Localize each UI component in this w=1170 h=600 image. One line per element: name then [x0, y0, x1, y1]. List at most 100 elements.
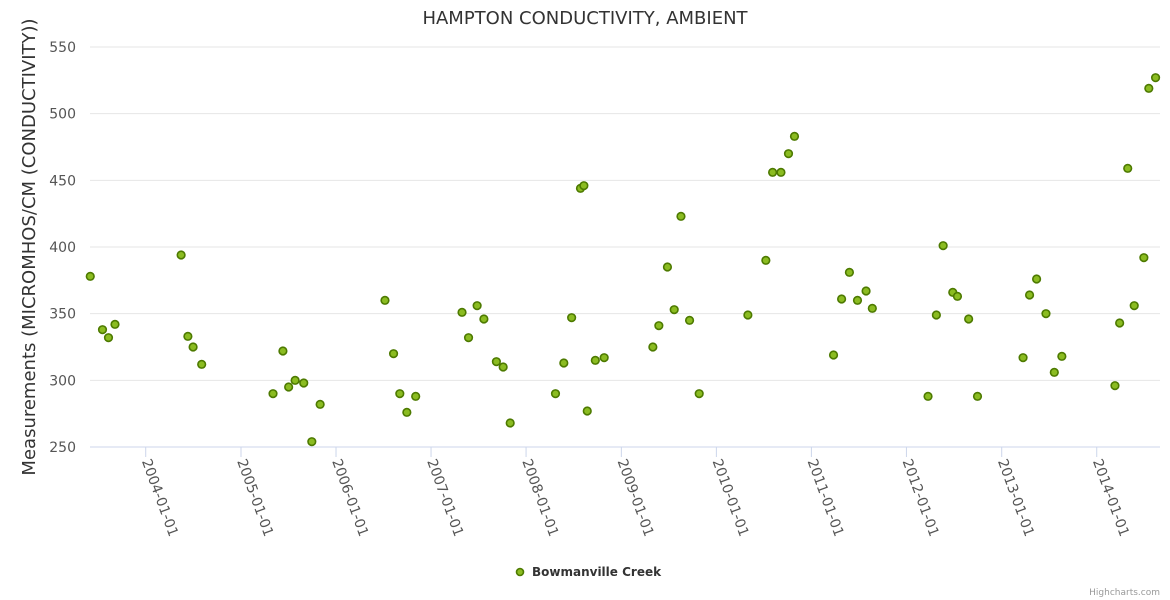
data-point[interactable]: [176, 250, 186, 260]
data-point[interactable]: [1031, 274, 1042, 284]
data-point[interactable]: [479, 314, 489, 324]
data-point[interactable]: [395, 389, 405, 399]
data-point[interactable]: [472, 301, 482, 311]
data-point[interactable]: [457, 307, 467, 317]
data-point[interactable]: [837, 294, 847, 304]
data-point[interactable]: [1144, 83, 1154, 93]
data-point[interactable]: [1024, 290, 1035, 300]
credits-link[interactable]: Highcharts.com: [1089, 588, 1160, 598]
data-point[interactable]: [1139, 253, 1149, 263]
y-tick-label: 500: [49, 107, 76, 123]
data-point[interactable]: [411, 391, 421, 401]
data-point[interactable]: [861, 286, 871, 296]
data-point[interactable]: [559, 358, 569, 368]
data-point[interactable]: [648, 342, 658, 352]
data-point[interactable]: [783, 149, 794, 159]
data-point[interactable]: [380, 295, 390, 305]
data-point[interactable]: [307, 437, 317, 447]
y-tick-label: 350: [49, 307, 76, 323]
y-tick-label: 400: [49, 240, 76, 256]
data-point[interactable]: [828, 350, 839, 360]
data-point[interactable]: [1123, 163, 1133, 173]
data-point[interactable]: [278, 346, 288, 356]
data-point[interactable]: [290, 375, 300, 385]
data-point[interactable]: [268, 389, 278, 399]
data-point[interactable]: [582, 406, 592, 416]
x-tick-label: 2012-01-01: [899, 457, 942, 539]
data-point[interactable]: [1129, 301, 1139, 311]
y-tick-label: 450: [49, 173, 76, 189]
data-point[interactable]: [599, 353, 609, 363]
chart-title: HAMPTON CONDUCTIVITY, AMBIENT: [422, 8, 748, 29]
data-point[interactable]: [923, 391, 933, 401]
data-point[interactable]: [776, 167, 786, 177]
data-point[interactable]: [684, 315, 695, 325]
data-point[interactable]: [550, 389, 561, 399]
data-point[interactable]: [567, 313, 577, 323]
data-point[interactable]: [97, 325, 108, 335]
legend-marker-icon[interactable]: [515, 567, 525, 577]
data-point[interactable]: [743, 310, 753, 320]
data-point[interactable]: [844, 267, 855, 277]
data-point[interactable]: [402, 407, 412, 417]
data-point[interactable]: [768, 167, 778, 177]
data-point[interactable]: [463, 333, 474, 343]
data-point[interactable]: [654, 321, 664, 331]
x-tick-label: 2008-01-01: [518, 457, 561, 539]
data-point[interactable]: [590, 355, 600, 365]
data-point[interactable]: [761, 255, 771, 265]
data-point[interactable]: [183, 331, 193, 341]
data-point[interactable]: [952, 291, 963, 301]
y-tick-label: 300: [49, 373, 76, 389]
data-point[interactable]: [964, 314, 974, 324]
x-tick-label: 2005-01-01: [233, 457, 276, 539]
x-tick-label: 2009-01-01: [614, 457, 657, 539]
x-tick-label: 2010-01-01: [709, 457, 752, 539]
x-axis-ticks: 2004-01-01 2005-01-01 2006-01-01 2007-01-01…: [138, 447, 1132, 539]
data-point[interactable]: [197, 359, 207, 369]
y-axis-ticks: 250 300 350 400 450 500 550: [49, 40, 76, 456]
x-tick-label: 2006-01-01: [328, 457, 371, 539]
data-point[interactable]: [669, 305, 679, 315]
series-bowmanville-creek: [85, 73, 1161, 447]
data-point[interactable]: [1018, 353, 1028, 363]
data-point[interactable]: [662, 262, 673, 272]
data-point[interactable]: [676, 211, 686, 221]
data-point[interactable]: [867, 303, 877, 313]
y-tick-label: 550: [49, 40, 76, 56]
data-point[interactable]: [852, 295, 863, 305]
data-point[interactable]: [505, 418, 515, 428]
data-point[interactable]: [1041, 309, 1051, 319]
data-point[interactable]: [188, 342, 198, 352]
data-point[interactable]: [1150, 73, 1161, 83]
y-gridlines: [90, 46, 1160, 448]
data-point[interactable]: [579, 181, 589, 191]
data-point[interactable]: [1049, 367, 1059, 377]
data-point[interactable]: [694, 389, 704, 399]
data-point[interactable]: [103, 333, 114, 343]
data-point[interactable]: [498, 362, 508, 372]
legend[interactable]: Bowmanville Creek: [515, 565, 663, 579]
data-point[interactable]: [972, 391, 983, 401]
data-point[interactable]: [789, 131, 800, 141]
x-tick-label: 2004-01-01: [138, 457, 181, 539]
y-tick-label: 250: [49, 440, 76, 456]
data-point[interactable]: [491, 357, 501, 367]
data-point[interactable]: [299, 378, 309, 388]
data-point[interactable]: [938, 241, 948, 251]
x-tick-label: 2011-01-01: [804, 457, 847, 539]
data-point[interactable]: [85, 271, 95, 281]
legend-label[interactable]: Bowmanville Creek: [532, 565, 662, 579]
x-tick-label: 2013-01-01: [994, 457, 1037, 539]
data-point[interactable]: [315, 399, 325, 409]
y-axis-title: Measurements (MICROMHOS/CM (CONDUCTIVITY…: [19, 18, 40, 475]
data-point[interactable]: [1115, 318, 1125, 328]
data-point[interactable]: [388, 349, 399, 359]
data-point[interactable]: [284, 382, 294, 392]
data-point[interactable]: [1057, 351, 1067, 361]
data-point[interactable]: [1110, 381, 1120, 391]
data-point[interactable]: [931, 310, 941, 320]
data-point[interactable]: [110, 319, 120, 329]
